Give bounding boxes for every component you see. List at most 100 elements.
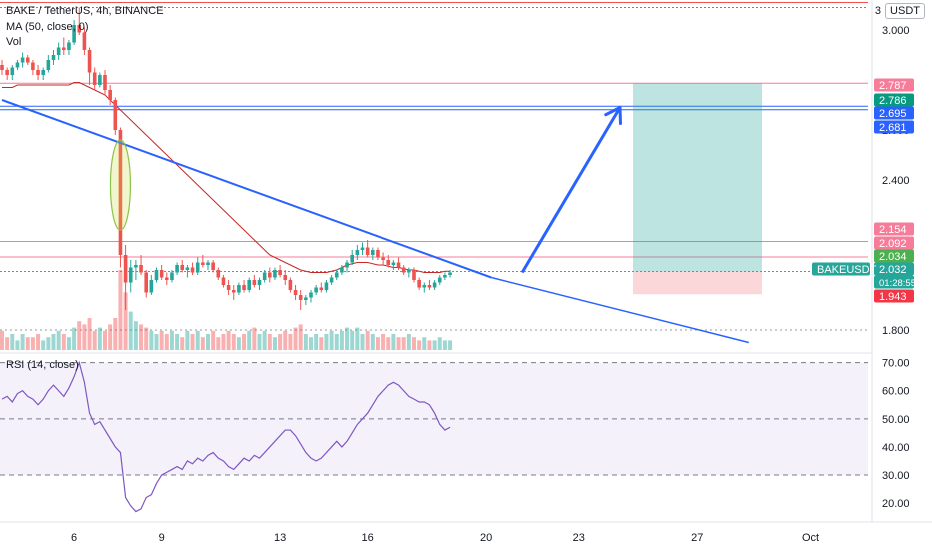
candle[interactable] (278, 265, 282, 278)
candle[interactable] (216, 267, 221, 281)
candle[interactable] (334, 270, 339, 280)
candle[interactable] (123, 245, 128, 310)
candle[interactable] (87, 47, 92, 86)
candle[interactable] (118, 127, 123, 268)
long-position-tool[interactable] (633, 83, 762, 295)
horizontal-levels[interactable] (0, 2, 868, 331)
candle[interactable] (293, 285, 298, 300)
drawings[interactable] (1, 99, 749, 344)
candle[interactable] (206, 260, 210, 270)
candle[interactable] (159, 265, 164, 280)
highlight-ellipse[interactable] (109, 139, 132, 231)
candle[interactable] (144, 270, 148, 298)
candle[interactable] (309, 290, 313, 303)
candle[interactable] (211, 260, 215, 273)
candle[interactable] (67, 40, 71, 55)
candle[interactable] (77, 7, 82, 36)
candle[interactable] (350, 250, 354, 265)
candle[interactable] (221, 275, 226, 288)
candle[interactable] (0, 60, 4, 75)
candle[interactable] (262, 270, 267, 283)
candle[interactable] (5, 67, 9, 81)
candle[interactable] (62, 37, 66, 56)
candle[interactable] (41, 67, 45, 81)
candle[interactable] (165, 272, 169, 286)
candle[interactable] (190, 262, 195, 276)
candle[interactable] (283, 270, 288, 285)
price-tag[interactable] (874, 222, 914, 236)
candle[interactable] (288, 277, 293, 293)
candle[interactable] (72, 20, 76, 45)
price-tag[interactable] (874, 275, 914, 289)
candle[interactable] (31, 60, 35, 75)
candle[interactable] (36, 65, 40, 80)
candle[interactable] (257, 277, 262, 291)
candle[interactable] (195, 257, 200, 276)
candle[interactable] (386, 255, 391, 268)
candle[interactable] (92, 67, 97, 91)
candle[interactable] (448, 270, 452, 278)
candle[interactable] (252, 275, 257, 288)
candles[interactable] (0, 7, 452, 311)
candle[interactable] (324, 280, 329, 293)
candle[interactable] (443, 272, 447, 281)
unit-label[interactable]: USDT (885, 3, 925, 19)
candle[interactable] (201, 255, 205, 268)
candle[interactable] (185, 265, 190, 278)
ma-indicator-label[interactable]: MA (50, close, 0) (6, 21, 89, 33)
candle[interactable] (401, 265, 406, 275)
candle[interactable] (149, 275, 154, 295)
candle[interactable] (376, 247, 380, 261)
candle[interactable] (412, 267, 416, 283)
candle[interactable] (154, 267, 159, 283)
position-target-zone[interactable] (633, 83, 762, 272)
price-tag[interactable] (874, 262, 914, 276)
candle[interactable] (360, 242, 365, 256)
candle[interactable] (427, 280, 432, 290)
symbol-badge[interactable] (812, 262, 870, 276)
candle[interactable] (304, 295, 308, 305)
price-tag[interactable] (874, 106, 914, 120)
position-stop-zone[interactable] (633, 271, 762, 295)
candle[interactable] (391, 260, 396, 270)
price-tag[interactable] (874, 249, 914, 263)
volume-indicator-label[interactable]: Vol (6, 36, 22, 48)
candle[interactable] (365, 240, 370, 258)
candle[interactable] (422, 282, 427, 293)
candle[interactable] (319, 282, 324, 293)
candle[interactable] (340, 265, 344, 275)
trendline-extension[interactable] (491, 276, 749, 344)
price-tag[interactable] (874, 78, 914, 92)
candle[interactable] (82, 27, 87, 56)
candle[interactable] (139, 255, 143, 275)
candle[interactable] (231, 285, 236, 300)
candle[interactable] (371, 247, 375, 261)
candle[interactable] (407, 267, 411, 278)
candle[interactable] (175, 262, 179, 276)
candle[interactable] (25, 55, 30, 65)
candle[interactable] (180, 260, 185, 273)
candle[interactable] (128, 260, 133, 293)
trendline[interactable] (1, 99, 492, 279)
candle[interactable] (273, 267, 277, 281)
candle[interactable] (237, 282, 241, 296)
candle[interactable] (46, 55, 51, 73)
currency-unit[interactable]: 3 USDT (875, 3, 925, 19)
candle[interactable] (10, 65, 15, 80)
price-tag[interactable] (874, 120, 914, 134)
candle[interactable] (268, 267, 272, 283)
candle[interactable] (134, 260, 138, 280)
rsi-indicator-label[interactable]: RSI (14, close) (6, 359, 79, 371)
candle[interactable] (247, 277, 251, 293)
candle[interactable] (108, 85, 112, 105)
candle[interactable] (56, 42, 61, 61)
candle[interactable] (113, 97, 118, 136)
candle[interactable] (314, 285, 318, 295)
candle[interactable] (298, 290, 303, 310)
candle[interactable] (417, 277, 421, 291)
candle[interactable] (329, 275, 334, 285)
candle[interactable] (432, 280, 437, 290)
price-tag[interactable] (874, 236, 914, 250)
price-tag[interactable] (874, 93, 914, 107)
